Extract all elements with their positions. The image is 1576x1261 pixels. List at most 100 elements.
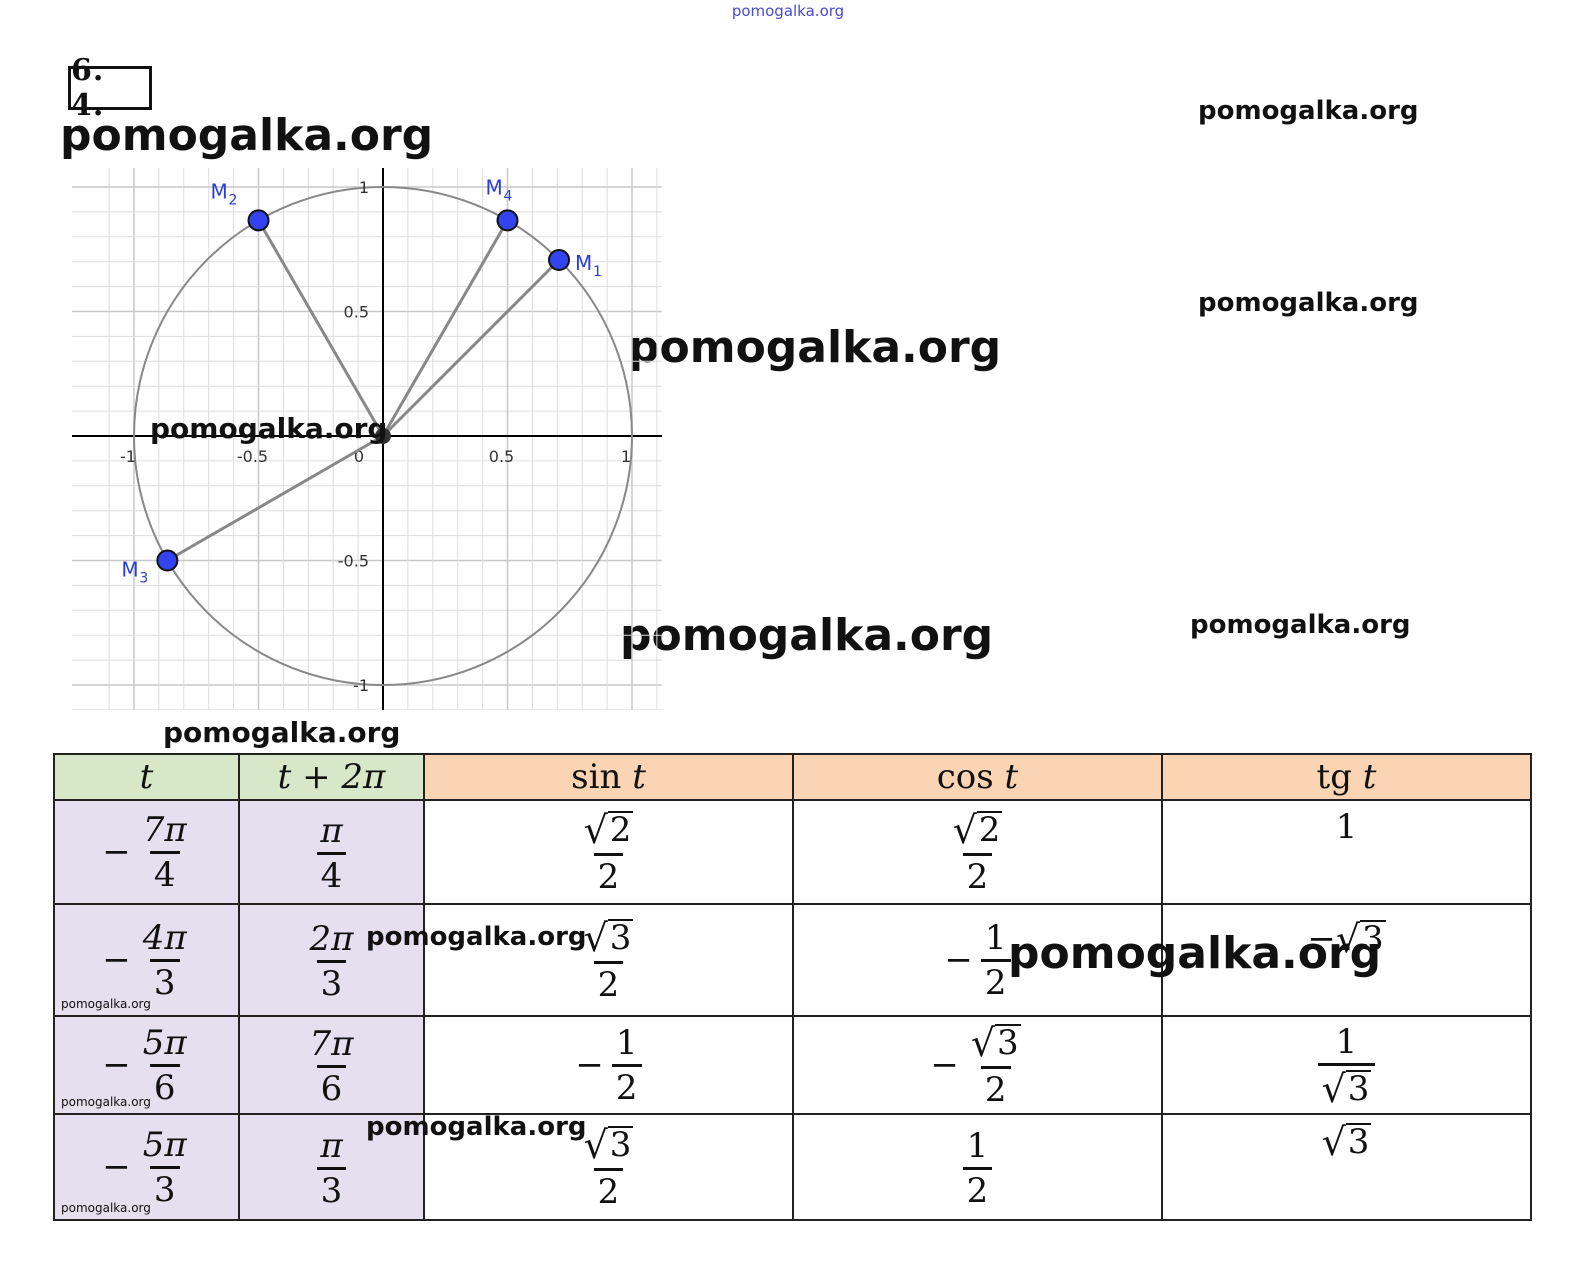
point-label-index: 2 — [229, 192, 238, 208]
watermark: pomogalka.org — [150, 412, 388, 445]
watermark: pomogalka.org — [1198, 96, 1419, 126]
point-label-m4: M — [486, 175, 503, 199]
minus-sign: − — [930, 1045, 959, 1085]
points: M 1M 2M 3M 4 — [121, 175, 602, 586]
watermark: pomogalka.org — [61, 1201, 151, 1215]
watermark: pomogalka.org — [366, 922, 587, 952]
y-tick-label: -0.5 — [338, 552, 369, 571]
fraction-denominator: 4 — [316, 852, 347, 893]
watermark: pomogalka.org — [1008, 928, 1382, 979]
cell-t: −5π 3 pomogalka.org — [53, 1113, 240, 1221]
y-tick-label: 0.5 — [344, 303, 369, 322]
fraction-numerator: π — [320, 811, 343, 851]
point-label-index: 4 — [504, 188, 513, 204]
point-m4 — [496, 209, 519, 232]
fraction-denominator: 4 — [149, 850, 180, 892]
fraction-numerator: 1 — [615, 1022, 638, 1063]
watermark: pomogalka.org — [61, 997, 151, 1011]
fraction-numerator: 1 — [966, 1126, 989, 1166]
cell-tg: − √ 3 — [1161, 903, 1532, 1017]
y-tick-label: 1 — [359, 178, 369, 197]
fraction-denominator: 3 — [149, 958, 180, 1000]
fraction-numerator: 1 — [984, 917, 1007, 958]
fraction-denominator: 3 — [149, 1165, 180, 1207]
cell-t: −5π 6 pomogalka.org — [53, 1015, 240, 1115]
table-header-row: t t + 2π sin t cos t tg t — [53, 753, 1532, 801]
header-sin-var: t — [632, 757, 646, 797]
point-m3 — [156, 549, 179, 572]
fraction-numerator: 7π — [142, 809, 187, 850]
sqrt-sign: √ — [1335, 917, 1361, 961]
header-sin: sin t — [423, 753, 794, 801]
fraction-denominator: 2 — [593, 960, 624, 1002]
sqrt-sign: √ — [1321, 1120, 1346, 1164]
header-cos: cos t — [792, 753, 1163, 801]
x-tick-label: 1 — [621, 447, 631, 466]
fraction-numerator: 5π — [142, 1022, 187, 1063]
watermark: pomogalka.org — [1190, 610, 1411, 640]
minus-sign: − — [102, 832, 131, 872]
radicand: 2 — [976, 809, 1003, 850]
fraction-denominator: 2 — [962, 852, 993, 894]
minus-sign: − — [102, 1045, 131, 1085]
radius-line — [257, 219, 385, 437]
watermark-top: pomogalka.org — [731, 2, 845, 20]
fraction-denominator: 2 — [962, 1167, 993, 1208]
fraction-denominator: 6 — [149, 1063, 180, 1105]
cell-t-plus-2pi: 7π 6 — [238, 1015, 425, 1115]
cell-cos: −1 2 — [792, 903, 1163, 1017]
watermark: pomogalka.org — [60, 110, 434, 161]
point-label-m1: M — [575, 251, 592, 275]
fraction-numerator: 7π — [309, 1024, 354, 1064]
fraction-numerator: 1 — [1335, 1022, 1358, 1062]
table-row: −4π 3 pomogalka.org 2π 3 √ 3 2 −1 2 − √ 3 — [53, 903, 1532, 1017]
fraction-denominator: 2 — [593, 852, 624, 894]
y-tick-label: -1 — [353, 676, 369, 695]
header-t-plus-2pi: t + 2π — [238, 753, 425, 801]
cell-sin: √ 3 2 — [423, 903, 794, 1017]
cell-tg: 1 √ 3 — [1161, 1015, 1532, 1115]
point-label-m2: M — [211, 179, 228, 203]
minus-sign: − — [944, 940, 973, 980]
fraction-numerator: 5π — [142, 1124, 187, 1165]
radius-line — [166, 434, 384, 562]
cell-t: −4π 3 pomogalka.org — [53, 903, 240, 1017]
sqrt-sign: √ — [583, 915, 608, 960]
fraction-numerator: 2π — [309, 919, 354, 959]
minus-sign: − — [1307, 919, 1336, 959]
point-m2 — [247, 209, 270, 232]
fraction-denominator: 3 — [316, 960, 347, 1001]
watermark: pomogalka.org — [1198, 288, 1419, 318]
x-tick-label: -1 — [120, 447, 136, 466]
task-number: 6. 4. — [68, 53, 152, 123]
minus-sign: − — [575, 1045, 604, 1085]
radii — [166, 219, 561, 562]
point-label-index: 1 — [593, 264, 602, 280]
fraction-denominator: 2 — [980, 1065, 1011, 1107]
radicand: 3 — [607, 917, 634, 958]
radius-line — [381, 258, 561, 438]
radicand: 3 — [1360, 919, 1386, 960]
minus-sign: − — [102, 940, 131, 980]
minus-sign: − — [102, 1147, 131, 1187]
x-tick-label: 0 — [354, 447, 364, 466]
watermark: pomogalka.org — [163, 716, 401, 749]
unit-circle-plot: -1 -0.5 0 0.5 110.5-0.5-1 M 1M 2M 3M 4 — [72, 168, 662, 710]
sqrt-sign: √ — [1321, 1067, 1346, 1111]
fraction-denominator: 2 — [980, 958, 1011, 1000]
header-t: t — [53, 753, 240, 801]
sqrt-sign: √ — [952, 807, 977, 852]
fraction-denominator: 3 — [316, 1167, 347, 1208]
watermark: pomogalka.org — [61, 1095, 151, 1109]
header-cos-var: t — [1004, 757, 1019, 797]
fraction-denominator: 2 — [593, 1167, 624, 1209]
fraction-numerator: π — [320, 1126, 343, 1166]
cell-tg: 1 — [1161, 799, 1532, 905]
watermark: pomogalka.org — [628, 322, 1002, 373]
radicand: 3 — [995, 1022, 1021, 1063]
header-sin-fn: sin — [571, 757, 622, 797]
